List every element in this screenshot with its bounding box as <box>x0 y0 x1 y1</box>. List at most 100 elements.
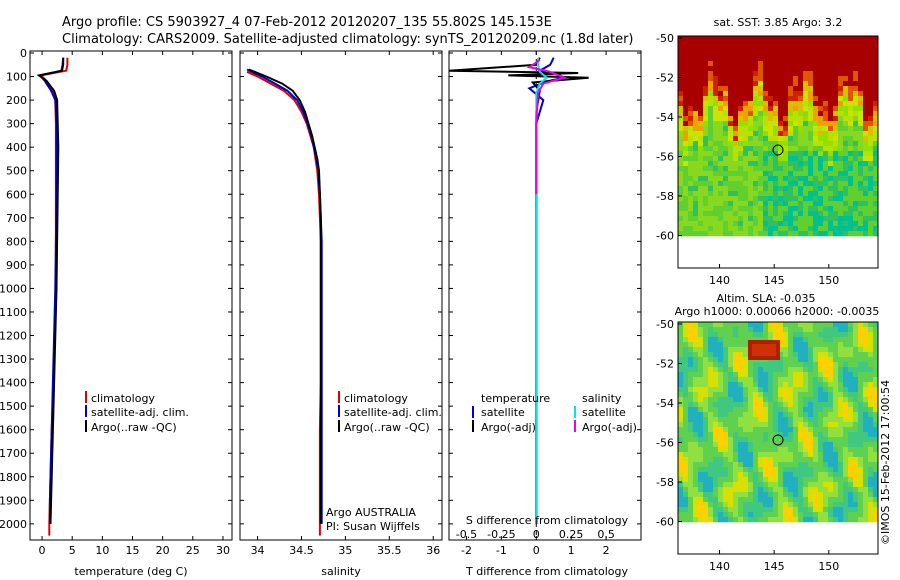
sst-cell <box>713 191 719 197</box>
sst-cell <box>723 66 729 72</box>
sst-cell <box>823 76 829 82</box>
sla-cell <box>783 362 789 368</box>
sst-cell <box>823 56 829 62</box>
sst-cell <box>698 91 704 97</box>
sla-cell <box>813 357 819 363</box>
sla-cell <box>753 327 759 333</box>
sla-cell <box>863 482 869 488</box>
x-tick-label: -2 <box>461 544 472 557</box>
sst-cell <box>768 206 774 212</box>
sst-cell <box>678 216 684 222</box>
sst-cell <box>773 66 779 72</box>
sst-cell <box>793 71 799 77</box>
sst-cell <box>723 151 729 157</box>
sla-cell <box>858 487 864 493</box>
sla-cell <box>748 467 754 473</box>
sst-cell <box>863 141 869 147</box>
sst-cell <box>833 231 839 237</box>
sla-cell <box>738 407 744 413</box>
sst-cell <box>788 136 794 142</box>
sst-cell <box>708 156 714 162</box>
sst-cell <box>738 141 744 147</box>
sla-cell <box>718 352 724 358</box>
sla-cell <box>768 482 774 488</box>
sla-cell <box>718 512 724 518</box>
sst-cell <box>823 61 829 67</box>
sla-cell <box>783 452 789 458</box>
sst-cell <box>783 81 789 87</box>
sla-cell <box>798 347 804 353</box>
sla-cell <box>748 322 754 328</box>
sla-cell <box>753 512 759 518</box>
sla-cell <box>803 492 809 498</box>
sst-cell <box>703 76 709 82</box>
sst-cell <box>708 226 714 232</box>
sst-cell <box>778 181 784 187</box>
sla-cell <box>763 402 769 408</box>
sla-cell <box>738 382 744 388</box>
sst-cell <box>838 176 844 182</box>
sla-cell <box>753 447 759 453</box>
sla-cell <box>823 437 829 443</box>
sla-cell <box>803 427 809 433</box>
sla-cell <box>858 387 864 393</box>
sla-cell <box>748 367 754 373</box>
sla-cell <box>783 402 789 408</box>
sla-cell <box>848 362 854 368</box>
sst-cell <box>723 166 729 172</box>
sst-cell <box>683 181 689 187</box>
sst-cell <box>853 71 859 77</box>
sla-cell <box>723 477 729 483</box>
sla-cell <box>853 507 859 513</box>
sst-cell <box>748 116 754 122</box>
sla-cell <box>753 377 759 383</box>
sst-cell <box>873 96 879 102</box>
sst-cell <box>778 176 784 182</box>
sst-cell <box>803 76 809 82</box>
sla-cell <box>873 387 879 393</box>
sst-cell <box>773 131 779 137</box>
sla-cell <box>748 447 754 453</box>
sla-cell <box>738 422 744 428</box>
sla-cell <box>788 427 794 433</box>
sst-cell <box>713 126 719 132</box>
sst-cell <box>778 106 784 112</box>
sst-cell <box>788 196 794 202</box>
sla-cell <box>743 467 749 473</box>
sla-cell <box>848 472 854 478</box>
sst-cell <box>848 221 854 227</box>
sla-cell <box>758 492 764 498</box>
sla-cell <box>698 332 704 338</box>
sla-cell <box>783 447 789 453</box>
sla-cell <box>813 452 819 458</box>
sst-cell <box>678 86 684 92</box>
sst-cell <box>698 66 704 72</box>
sla-cell <box>868 487 874 493</box>
sst-cell <box>813 221 819 227</box>
sst-cell <box>723 201 729 207</box>
sla-cell <box>833 407 839 413</box>
sla-cell <box>763 327 769 333</box>
sst-argo-marker <box>772 144 784 156</box>
sst-cell <box>683 41 689 47</box>
sla-cell <box>748 497 754 503</box>
sst-cell <box>723 96 729 102</box>
sla-cell <box>743 442 749 448</box>
sst-cell <box>838 221 844 227</box>
sla-cell <box>698 327 704 333</box>
sla-cell <box>693 322 699 328</box>
sst-cell <box>758 221 764 227</box>
sst-cell <box>813 151 819 157</box>
sla-cell <box>723 507 729 513</box>
sst-cell <box>858 226 864 232</box>
sla-cell <box>733 497 739 503</box>
sla-cell <box>678 332 684 338</box>
sst-cell <box>758 106 764 112</box>
sla-cell <box>713 492 719 498</box>
sst-cell <box>848 201 854 207</box>
sst-cell <box>728 201 734 207</box>
sst-cell <box>708 196 714 202</box>
sst-cell <box>803 36 809 42</box>
lon-tick-label: 150 <box>818 274 839 287</box>
lat-tick-label: -58 <box>656 190 674 203</box>
